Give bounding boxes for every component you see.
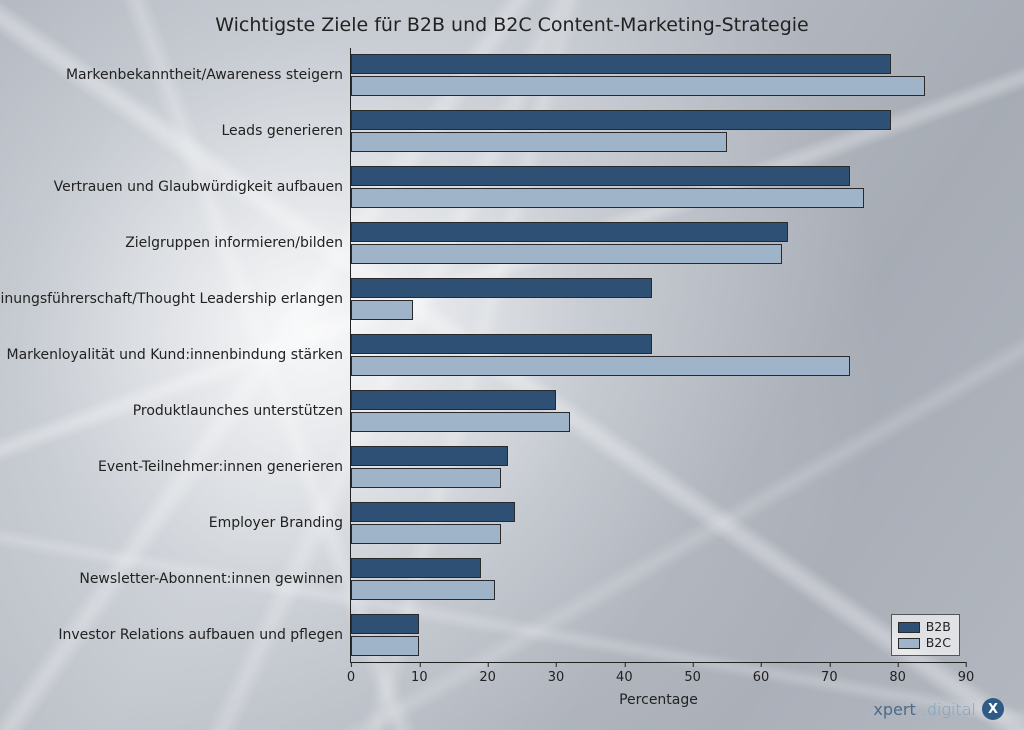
y-tick-label: Zielgruppen informieren/bilden bbox=[125, 236, 351, 250]
chart-title: Wichtigste Ziele für B2B und B2C Content… bbox=[0, 14, 1024, 36]
bar-b2c bbox=[351, 132, 727, 152]
bar-b2c bbox=[351, 300, 413, 320]
bar-b2c bbox=[351, 580, 495, 600]
bar-b2b bbox=[351, 222, 788, 242]
legend-box: B2BB2C bbox=[891, 614, 960, 656]
brand-text-right: .digital bbox=[922, 700, 976, 719]
x-tick: 0 bbox=[347, 662, 355, 685]
y-tick-label: Event-Teilnehmer:innen generieren bbox=[98, 460, 351, 474]
x-tick: 10 bbox=[411, 662, 428, 685]
bar-b2b bbox=[351, 502, 515, 522]
bar-b2c bbox=[351, 636, 419, 656]
bar-b2c bbox=[351, 76, 925, 96]
x-tick: 50 bbox=[684, 662, 701, 685]
y-tick-label: Produktlaunches unterstützen bbox=[133, 404, 351, 418]
bar-b2c bbox=[351, 524, 501, 544]
bar-b2c bbox=[351, 468, 501, 488]
brand-text-left: xpert bbox=[873, 700, 915, 719]
x-tick: 20 bbox=[479, 662, 496, 685]
bar-b2b bbox=[351, 278, 652, 298]
x-tick: 80 bbox=[889, 662, 906, 685]
bar-b2b bbox=[351, 614, 419, 634]
brand-watermark: xpert .digital X bbox=[873, 698, 1004, 720]
x-tick: 60 bbox=[753, 662, 770, 685]
x-tick: 40 bbox=[616, 662, 633, 685]
x-tick: 90 bbox=[958, 662, 975, 685]
y-tick-label: Employer Branding bbox=[209, 516, 351, 530]
bar-b2b bbox=[351, 54, 891, 74]
y-tick-label: Markenloyalität und Kund:innenbindung st… bbox=[7, 348, 352, 362]
bar-b2c bbox=[351, 412, 570, 432]
x-tick: 30 bbox=[548, 662, 565, 685]
x-tick: 70 bbox=[821, 662, 838, 685]
legend-item: B2C bbox=[898, 635, 951, 651]
bar-b2b bbox=[351, 110, 891, 130]
bar-b2b bbox=[351, 446, 508, 466]
bar-b2c bbox=[351, 244, 782, 264]
bar-b2b bbox=[351, 390, 556, 410]
y-tick-label: Meinungsführerschaft/Thought Leadership … bbox=[0, 292, 351, 306]
legend-item: B2B bbox=[898, 619, 951, 635]
bar-b2b bbox=[351, 558, 481, 578]
bar-b2b bbox=[351, 166, 850, 186]
y-tick-label: Markenbekanntheit/Awareness steigern bbox=[66, 68, 351, 82]
y-tick-label: Investor Relations aufbauen und pflegen bbox=[58, 628, 351, 642]
y-tick-label: Newsletter-Abonnent:innen gewinnen bbox=[79, 572, 351, 586]
legend-swatch bbox=[898, 622, 920, 633]
brand-icon: X bbox=[982, 698, 1004, 720]
plot-area: Percentage B2BB2C 0102030405060708090Mar… bbox=[350, 48, 966, 663]
legend-swatch bbox=[898, 638, 920, 649]
legend-label: B2C bbox=[926, 635, 951, 651]
bar-b2c bbox=[351, 356, 850, 376]
legend-label: B2B bbox=[926, 619, 951, 635]
y-tick-label: Leads generieren bbox=[221, 124, 351, 138]
y-tick-label: Vertrauen und Glaubwürdigkeit aufbauen bbox=[54, 180, 351, 194]
bar-b2c bbox=[351, 188, 864, 208]
bar-b2b bbox=[351, 334, 652, 354]
